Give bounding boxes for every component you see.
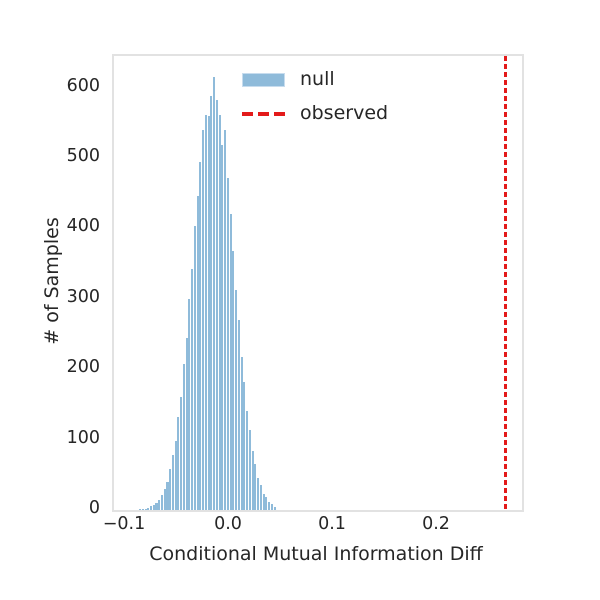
histogram-bar: [215, 100, 218, 510]
x-tick-label: −0.1: [102, 514, 146, 534]
y-tick-label: 500: [66, 146, 100, 167]
histogram-bar: [180, 397, 183, 510]
y-axis-label: # of Samples: [41, 217, 63, 345]
x-tick-label: 0.1: [318, 514, 346, 534]
legend-item-observed: observed: [242, 103, 388, 124]
histogram-bar: [232, 250, 235, 510]
histogram-bar: [240, 356, 243, 510]
x-tick-label: 0.0: [214, 514, 242, 534]
histogram-bar: [141, 509, 144, 510]
histogram-bar: [202, 129, 205, 510]
histogram-bar: [155, 502, 158, 510]
histogram-bar: [174, 441, 177, 510]
y-tick-label: 200: [66, 357, 100, 378]
legend: null observed: [242, 69, 388, 124]
histogram-bar: [144, 508, 147, 510]
histogram-bar: [149, 506, 153, 510]
histogram-bar: [169, 469, 172, 510]
histogram-bar: [188, 298, 191, 510]
histogram-bar: [207, 115, 210, 510]
histogram-bar: [262, 493, 265, 510]
observed-dash-swatch-icon: [242, 111, 285, 116]
histogram-bar: [160, 494, 164, 510]
histogram-bar: [163, 488, 166, 510]
histogram-bar: [268, 502, 271, 510]
histogram-bar: [147, 507, 150, 510]
histogram-bar: [213, 77, 216, 510]
y-tick-label: 600: [66, 75, 100, 96]
histogram-bar: [191, 269, 194, 510]
legend-label-observed: observed: [300, 102, 389, 124]
y-tick-label: 400: [66, 216, 100, 237]
observed-line: [504, 56, 508, 510]
y-tick-label: 100: [66, 427, 100, 448]
plot-area: null observed: [112, 54, 524, 512]
x-tick-label: 0.2: [422, 514, 450, 534]
x-axis-label: Conditional Mutual Information Diff: [149, 543, 483, 565]
histogram-bar: [139, 508, 142, 510]
histogram-bar: [185, 337, 188, 510]
histogram-bar: [204, 115, 207, 510]
histogram-bar: [259, 485, 262, 510]
histogram-bar: [226, 177, 229, 510]
histogram-bar: [246, 411, 249, 510]
histogram-bar: [196, 196, 199, 510]
y-tick-label: 0: [88, 498, 100, 518]
histogram-bar: [265, 497, 268, 510]
histogram-bar: [177, 417, 180, 510]
histogram-bar: [158, 500, 161, 510]
histogram-bar: [171, 455, 174, 510]
legend-label-null: null: [300, 68, 335, 90]
histogram-bar: [218, 115, 221, 510]
histogram-bar: [254, 463, 257, 510]
histogram-bar: [257, 477, 260, 510]
histogram-bar: [182, 364, 185, 510]
histogram-bar: [243, 381, 246, 510]
histogram-null-series: [114, 56, 522, 510]
histogram-bar: [193, 225, 196, 510]
null-swatch-icon: [242, 72, 285, 87]
histogram-bar: [221, 145, 224, 510]
legend-item-null: null: [242, 69, 388, 90]
histogram-bar: [224, 129, 227, 510]
histogram-bar: [270, 504, 273, 510]
y-tick-label: 300: [66, 286, 100, 307]
histogram-bar: [166, 481, 169, 510]
histogram-bar: [210, 96, 213, 510]
histogram-bar: [251, 450, 254, 510]
histogram-bar: [237, 319, 240, 510]
histogram-bar: [273, 507, 276, 510]
histogram-bar: [152, 505, 155, 510]
histogram-bar: [248, 429, 251, 510]
histogram-bar: [235, 290, 238, 510]
histogram-bar: [229, 214, 232, 510]
histogram-bar: [199, 162, 202, 510]
